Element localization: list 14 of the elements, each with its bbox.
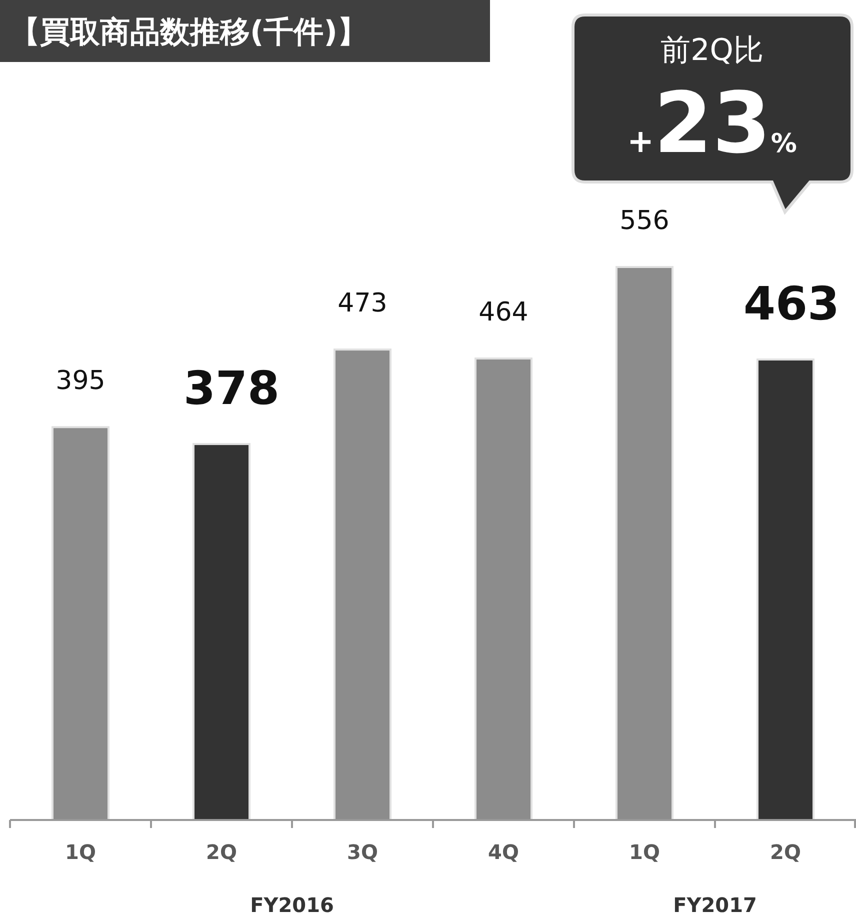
x-tick-label: 3Q [347,840,378,864]
data-label: 378 [183,361,280,416]
x-tick-label: 1Q [65,840,96,864]
chart-title: 【買取商品数推移(千件)】 [10,15,368,50]
x-tick-label: 4Q [488,840,519,864]
text: FY2016 [250,893,334,917]
x-tick-label: 2Q [770,840,801,864]
data-label: 473 [338,288,388,319]
data-label: 463 [743,276,840,330]
data-label: 464 [478,298,528,328]
data-label: 395 [56,366,106,396]
text: FY2017 [673,893,757,917]
x-tick-label: 2Q [206,840,237,864]
x-tick-label: 1Q [629,840,660,864]
